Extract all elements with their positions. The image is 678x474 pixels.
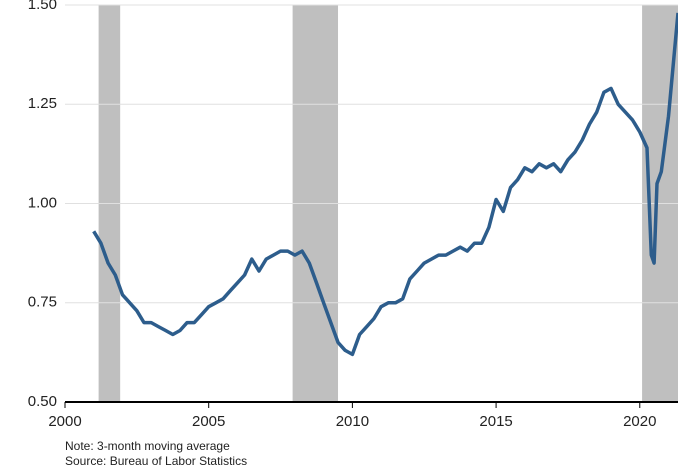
- y-tick-label: 0.75: [28, 294, 57, 311]
- x-tick-label: 2010: [336, 413, 369, 430]
- note: Note: 3-month moving average: [65, 439, 230, 453]
- source: Source: Bureau of Labor Statistics: [65, 454, 247, 468]
- x-tick-label: 2015: [479, 413, 512, 430]
- x-tick-label: 2020: [623, 413, 656, 430]
- y-tick-label: 1.25: [28, 95, 57, 112]
- data-line: [92, 12, 678, 357]
- x-tick-label: 2000: [48, 413, 81, 430]
- y-tick-label: 1.50: [28, 0, 57, 13]
- y-tick-label: 1.00: [28, 194, 57, 211]
- y-tick-label: 0.50: [28, 393, 57, 410]
- x-tick-label: 2005: [192, 413, 225, 430]
